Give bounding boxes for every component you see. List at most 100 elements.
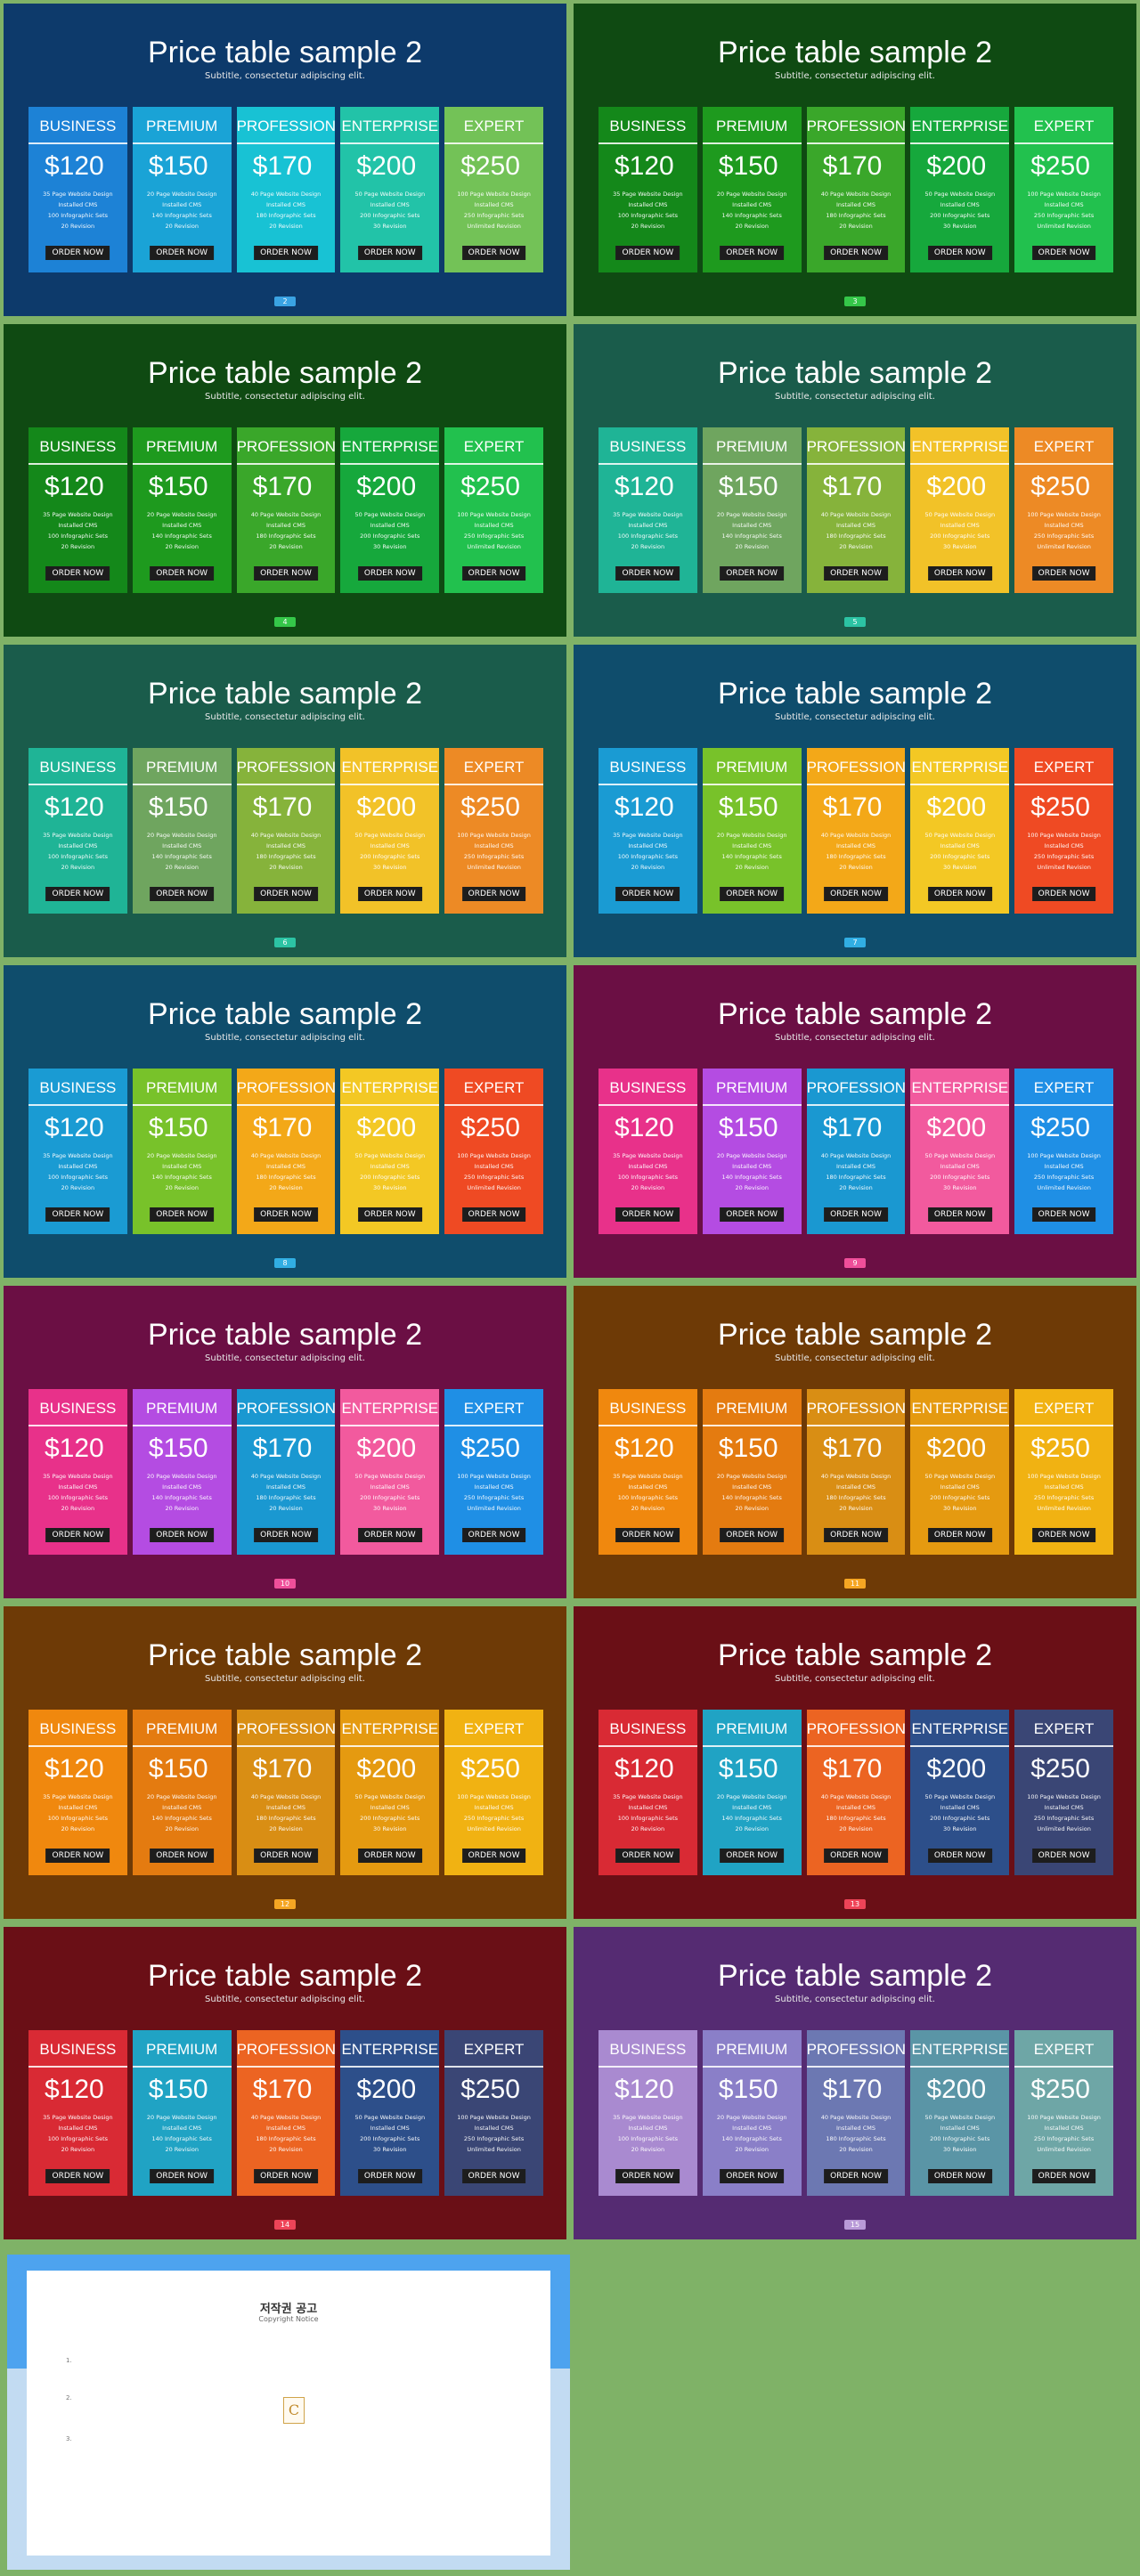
order-now-button[interactable]: ORDER NOW xyxy=(824,887,888,901)
order-now-button[interactable]: ORDER NOW xyxy=(461,566,526,581)
order-now-button[interactable]: ORDER NOW xyxy=(357,1849,422,1863)
plan-divider xyxy=(340,1104,440,1106)
order-now-button[interactable]: ORDER NOW xyxy=(720,2169,785,2183)
order-now-button[interactable]: ORDER NOW xyxy=(461,1528,526,1542)
order-now-button[interactable]: ORDER NOW xyxy=(461,887,526,901)
order-now-button[interactable]: ORDER NOW xyxy=(824,1528,888,1542)
order-now-button[interactable]: ORDER NOW xyxy=(927,566,992,581)
order-now-button[interactable]: ORDER NOW xyxy=(150,887,215,901)
order-now-button[interactable]: ORDER NOW xyxy=(927,2169,992,2183)
plan-feature: 140 Infographic Sets xyxy=(721,212,782,219)
order-now-button[interactable]: ORDER NOW xyxy=(615,1528,680,1542)
order-now-button[interactable]: ORDER NOW xyxy=(1031,887,1096,901)
price-table-slide[interactable]: Price table sample 2 Subtitle, consectetu… xyxy=(4,1606,566,1919)
order-now-button[interactable]: ORDER NOW xyxy=(720,1849,785,1863)
order-now-button[interactable]: ORDER NOW xyxy=(1031,1528,1096,1542)
order-now-button[interactable]: ORDER NOW xyxy=(357,566,422,581)
plan-name: BUSINESS xyxy=(609,438,687,455)
order-now-button[interactable]: ORDER NOW xyxy=(927,1849,992,1863)
order-now-button[interactable]: ORDER NOW xyxy=(254,1207,318,1222)
order-now-button[interactable]: ORDER NOW xyxy=(615,246,680,260)
order-now-button[interactable]: ORDER NOW xyxy=(824,246,888,260)
price-table-slide[interactable]: Price table sample 2 Subtitle, consectetu… xyxy=(574,1606,1136,1919)
order-now-button[interactable]: ORDER NOW xyxy=(45,1207,110,1222)
order-now-button[interactable]: ORDER NOW xyxy=(720,887,785,901)
order-now-button[interactable]: ORDER NOW xyxy=(1031,1849,1096,1863)
order-now-button[interactable]: ORDER NOW xyxy=(615,1849,680,1863)
price-table-slide[interactable]: Price table sample 2 Subtitle, consectetu… xyxy=(4,965,566,1278)
price-table-slide[interactable]: Price table sample 2 Subtitle, consectetu… xyxy=(574,324,1136,637)
order-now-button[interactable]: ORDER NOW xyxy=(254,1528,318,1542)
order-now-button[interactable]: ORDER NOW xyxy=(720,246,785,260)
order-now-button[interactable]: ORDER NOW xyxy=(150,246,215,260)
order-now-button[interactable]: ORDER NOW xyxy=(150,2169,215,2183)
order-now-button[interactable]: ORDER NOW xyxy=(45,246,110,260)
order-now-button[interactable]: ORDER NOW xyxy=(927,246,992,260)
plan-feature: 180 Infographic Sets xyxy=(826,1815,886,1822)
price-table-slide[interactable]: Price table sample 2 Subtitle, consectetu… xyxy=(4,1286,566,1598)
order-now-button[interactable]: ORDER NOW xyxy=(150,1528,215,1542)
price-table-slide[interactable]: Price table sample 2 Subtitle, consectetu… xyxy=(574,4,1136,316)
order-now-button[interactable]: ORDER NOW xyxy=(254,2169,318,2183)
plan-feature: 30 Revision xyxy=(943,2146,977,2153)
order-now-button[interactable]: ORDER NOW xyxy=(254,1849,318,1863)
price-table-slide[interactable]: Price table sample 2 Subtitle, consectetu… xyxy=(574,965,1136,1278)
plan-feature-list: 100 Page Website Design Installed CMS 250 … xyxy=(444,509,543,552)
order-now-button[interactable]: ORDER NOW xyxy=(824,1849,888,1863)
order-now-button[interactable]: ORDER NOW xyxy=(615,1207,680,1222)
price-table-slide[interactable]: Price table sample 2 Subtitle, consectetu… xyxy=(4,324,566,637)
order-now-button[interactable]: ORDER NOW xyxy=(357,2169,422,2183)
order-now-button[interactable]: ORDER NOW xyxy=(1031,566,1096,581)
order-now-button[interactable]: ORDER NOW xyxy=(461,1849,526,1863)
order-now-button[interactable]: ORDER NOW xyxy=(254,887,318,901)
plan-feature: Unlimited Revision xyxy=(467,2146,521,2153)
plan-price: $250 xyxy=(1030,151,1090,181)
plan-divider xyxy=(340,463,440,465)
price-card-business: BUSINESS $120 35 Page Website Design Instal… xyxy=(598,107,697,272)
price-table-slide[interactable]: Price table sample 2 Subtitle, consectetu… xyxy=(4,645,566,957)
order-now-button[interactable]: ORDER NOW xyxy=(720,566,785,581)
order-now-button[interactable]: ORDER NOW xyxy=(927,887,992,901)
order-now-button[interactable]: ORDER NOW xyxy=(927,1207,992,1222)
order-now-button[interactable]: ORDER NOW xyxy=(720,1207,785,1222)
plan-feature: 20 Revision xyxy=(61,1825,95,1832)
price-table-slide[interactable]: Price table sample 2 Subtitle, consectetu… xyxy=(4,4,566,316)
order-now-button[interactable]: ORDER NOW xyxy=(45,1849,110,1863)
price-table-slide[interactable]: Price table sample 2 Subtitle, consectetu… xyxy=(574,1286,1136,1598)
order-now-button[interactable]: ORDER NOW xyxy=(461,1207,526,1222)
order-now-button[interactable]: ORDER NOW xyxy=(357,1207,422,1222)
plan-feature: Installed CMS xyxy=(474,842,514,849)
order-now-button[interactable]: ORDER NOW xyxy=(45,887,110,901)
order-now-button[interactable]: ORDER NOW xyxy=(461,246,526,260)
order-now-button[interactable]: ORDER NOW xyxy=(150,1207,215,1222)
plan-name: PROFESSIONAL xyxy=(806,1400,906,1417)
order-now-button[interactable]: ORDER NOW xyxy=(150,1849,215,1863)
price-table-slide[interactable]: Price table sample 2 Subtitle, consectetu… xyxy=(574,645,1136,957)
plan-name: PREMIUM xyxy=(146,1079,218,1096)
order-now-button[interactable]: ORDER NOW xyxy=(824,2169,888,2183)
order-now-button[interactable]: ORDER NOW xyxy=(45,2169,110,2183)
order-now-button[interactable]: ORDER NOW xyxy=(720,1528,785,1542)
order-now-button[interactable]: ORDER NOW xyxy=(615,566,680,581)
order-now-button[interactable]: ORDER NOW xyxy=(1031,2169,1096,2183)
order-now-button[interactable]: ORDER NOW xyxy=(357,246,422,260)
order-now-button[interactable]: ORDER NOW xyxy=(357,1528,422,1542)
order-now-button[interactable]: ORDER NOW xyxy=(824,1207,888,1222)
order-now-button[interactable]: ORDER NOW xyxy=(824,566,888,581)
order-now-button[interactable]: ORDER NOW xyxy=(1031,1207,1096,1222)
order-now-button[interactable]: ORDER NOW xyxy=(150,566,215,581)
price-table-slide[interactable]: Price table sample 2 Subtitle, consectetu… xyxy=(574,1927,1136,2239)
order-now-button[interactable]: ORDER NOW xyxy=(615,2169,680,2183)
order-now-button[interactable]: ORDER NOW xyxy=(357,887,422,901)
order-now-button[interactable]: ORDER NOW xyxy=(927,1528,992,1542)
order-now-button[interactable]: ORDER NOW xyxy=(254,246,318,260)
order-now-button[interactable]: ORDER NOW xyxy=(254,566,318,581)
order-now-button[interactable]: ORDER NOW xyxy=(45,566,110,581)
order-now-button[interactable]: ORDER NOW xyxy=(1031,246,1096,260)
order-now-button[interactable]: ORDER NOW xyxy=(615,887,680,901)
plan-divider xyxy=(28,2066,127,2068)
price-table-slide[interactable]: Price table sample 2 Subtitle, consectetu… xyxy=(4,1927,566,2239)
plan-feature-list: 20 Page Website Design Installed CMS 140 I… xyxy=(703,509,802,552)
order-now-button[interactable]: ORDER NOW xyxy=(461,2169,526,2183)
order-now-button[interactable]: ORDER NOW xyxy=(45,1528,110,1542)
